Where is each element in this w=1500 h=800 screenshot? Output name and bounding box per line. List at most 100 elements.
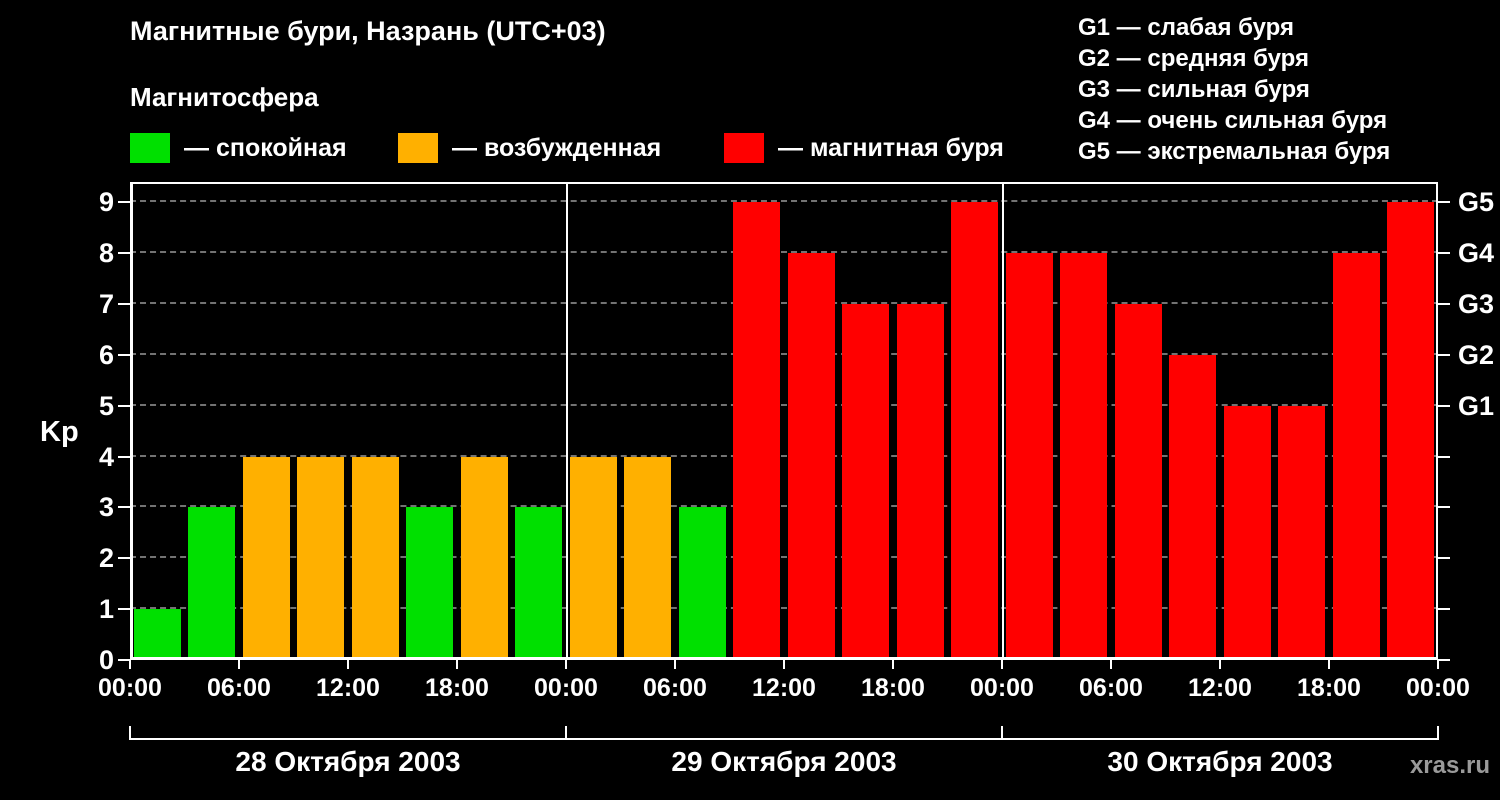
kp-bar	[624, 456, 672, 660]
date-range-label: 28 Октября 2003	[235, 746, 461, 777]
y-tick-mark-right	[1438, 353, 1450, 356]
y-tick-label: 1	[98, 594, 114, 625]
date-bracket-tick	[565, 726, 567, 740]
kp-bar	[1332, 253, 1380, 660]
g-scale-label: G1	[1458, 390, 1495, 421]
y-tick-label: 8	[98, 238, 114, 269]
kp-bar	[1005, 253, 1053, 660]
x-tick-mark	[238, 660, 240, 669]
date-bracket-tick	[129, 726, 131, 740]
kp-bar	[515, 507, 563, 660]
legend-item-quiet: — спокойная	[130, 130, 347, 166]
x-tick-mark	[1001, 660, 1003, 669]
axis-left	[130, 182, 133, 660]
x-tick-mark	[1328, 660, 1330, 669]
y-tick-mark-left	[118, 557, 130, 560]
g-scale-label: G3	[1458, 289, 1495, 320]
axis-right	[1436, 182, 1438, 660]
y-tick-mark-left	[118, 608, 130, 611]
gridline-kp-3	[130, 505, 1438, 508]
g-scale-legend-line: G4 — очень сильная буря	[1078, 107, 1388, 134]
y-tick-mark-left	[118, 303, 130, 306]
y-tick-mark-right	[1438, 201, 1450, 204]
x-tick-mark	[129, 660, 131, 669]
y-tick-mark-left	[118, 455, 130, 458]
x-tick-label: 18:00	[1297, 674, 1361, 702]
y-tick-mark-right	[1438, 557, 1450, 560]
g-scale-legend-line: G3 — сильная буря	[1078, 76, 1310, 103]
date-bracket-tick	[1437, 726, 1439, 740]
x-tick-mark	[1437, 660, 1439, 669]
storm-color-swatch	[724, 133, 764, 163]
kp-bar	[842, 304, 890, 660]
kp-bar	[460, 456, 508, 660]
gridline-kp-5	[130, 403, 1438, 406]
day-separator-line	[1002, 182, 1004, 660]
gridline-kp-6	[130, 352, 1438, 355]
y-tick-mark-right	[1438, 608, 1450, 611]
gridline-kp-8	[130, 251, 1438, 254]
y-tick-mark-left	[118, 353, 130, 356]
excited-color-swatch	[398, 133, 438, 163]
kp-bar	[1169, 354, 1217, 660]
date-range-label: 29 Октября 2003	[671, 746, 897, 777]
legend-item-storm: — магнитная буря	[724, 130, 1004, 166]
x-tick-mark	[456, 660, 458, 669]
date-range-label: 30 Октября 2003	[1107, 746, 1333, 777]
y-tick-mark-left	[118, 506, 130, 509]
day-separator-line	[566, 182, 568, 660]
y-tick-label: 4	[98, 441, 114, 472]
y-tick-label: 3	[98, 492, 114, 523]
plot-area	[130, 182, 1438, 660]
y-tick-mark-right	[1438, 455, 1450, 458]
y-tick-label: 9	[98, 187, 114, 218]
kp-bar	[896, 304, 944, 660]
magnetosphere-legend: — спокойная — возбужденная — магнитная бур…	[0, 130, 1100, 168]
kp-bar	[951, 202, 999, 660]
y-tick-mark-left	[118, 252, 130, 255]
gridline-kp-2	[130, 556, 1438, 559]
x-tick-mark	[892, 660, 894, 669]
y-tick-label: 6	[98, 339, 114, 370]
y-tick-mark-right	[1438, 659, 1450, 661]
g-scale-label: G4	[1458, 238, 1495, 269]
kp-bar	[242, 456, 290, 660]
gridline-kp-4	[130, 454, 1438, 457]
axis-top	[130, 182, 1438, 184]
y-tick-label: 7	[98, 289, 114, 320]
date-bracket-tick	[1001, 726, 1003, 740]
x-tick-label: 12:00	[752, 674, 816, 702]
x-tick-mark	[565, 660, 567, 669]
x-tick-mark	[1219, 660, 1221, 669]
chart-title: Магнитные бури, Назрань (UTC+03)	[130, 16, 606, 46]
kp-bar	[1278, 405, 1326, 660]
axis-bottom	[130, 657, 1438, 660]
gridline-kp-1	[130, 607, 1438, 610]
x-tick-label: 18:00	[425, 674, 489, 702]
storm-scale-legend: G1 — слабая буря G2 — средняя буря G3 — си…	[1078, 12, 1390, 167]
y-tick-mark-right	[1438, 404, 1450, 407]
kp-bar	[406, 507, 454, 660]
x-tick-label: 12:00	[316, 674, 380, 702]
x-tick-label: 12:00	[1188, 674, 1252, 702]
x-tick-label: 00:00	[98, 674, 162, 702]
g-scale-label: G5	[1458, 187, 1495, 218]
y-tick-mark-left	[118, 201, 130, 204]
y-tick-mark-right	[1438, 506, 1450, 509]
quiet-color-swatch	[130, 133, 170, 163]
watermark: xras.ru	[1409, 752, 1490, 779]
x-tick-label: 06:00	[643, 674, 707, 702]
g-scale-label: G2	[1458, 339, 1495, 370]
x-tick-label: 00:00	[534, 674, 598, 702]
kp-bar	[1114, 304, 1162, 660]
y-axis-title: Kp	[40, 416, 79, 448]
y-tick-mark-right	[1438, 303, 1450, 306]
kp-bar	[1387, 202, 1435, 660]
legend-item-label: — возбужденная	[452, 133, 662, 162]
kp-bar	[1060, 253, 1108, 660]
kp-bar	[787, 253, 835, 660]
kp-bar	[733, 202, 781, 660]
x-tick-label: 00:00	[1406, 674, 1470, 702]
y-tick-mark-left	[118, 404, 130, 407]
